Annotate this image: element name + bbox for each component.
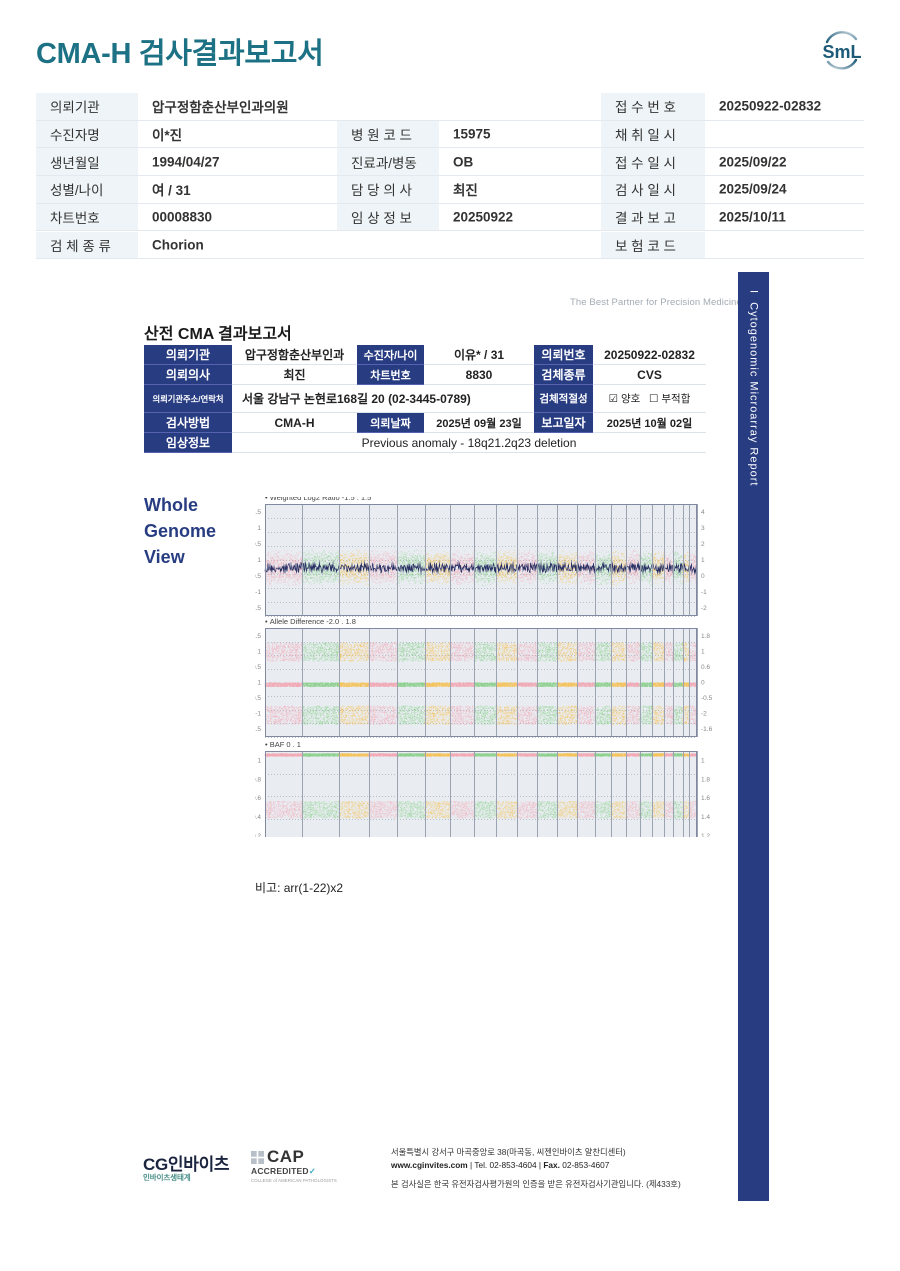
- svg-text:SmL: SmL: [822, 42, 861, 62]
